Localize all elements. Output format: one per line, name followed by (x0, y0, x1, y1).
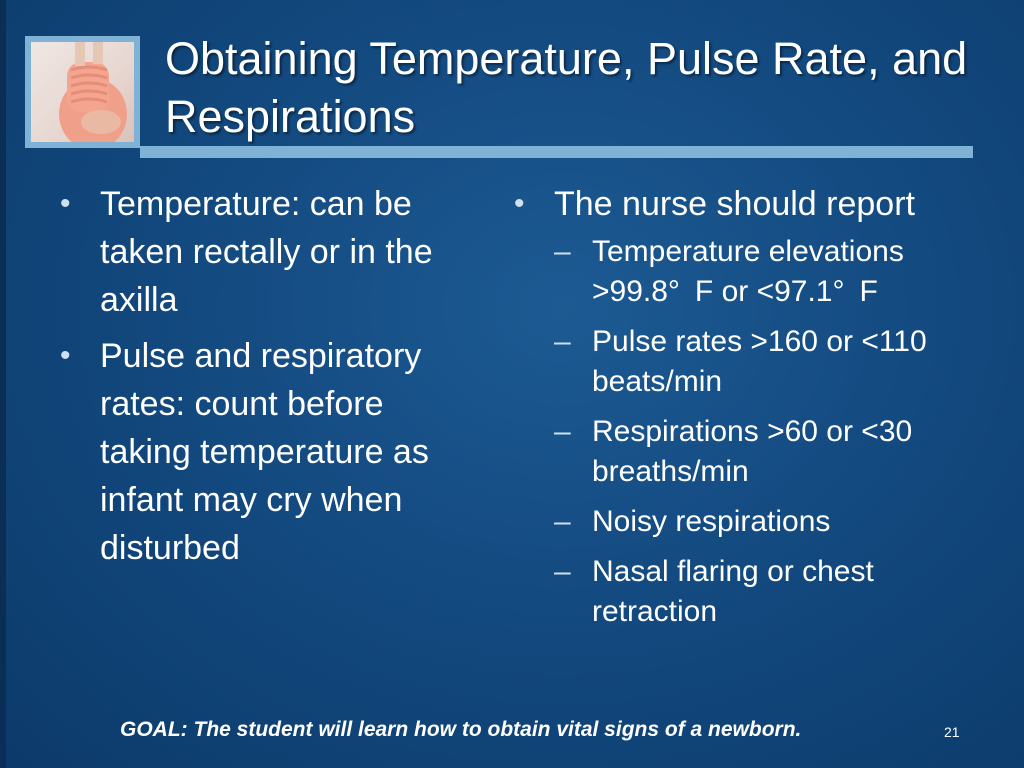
sub-item-text: Temperature elevations >99.8° F or <97.1… (592, 235, 904, 308)
sub-item-nasal: – Nasal flaring or chest retraction (554, 552, 994, 632)
bullet-text: Pulse and respiratory rates: count befor… (100, 337, 429, 567)
sub-item-text: Nasal flaring or chest retraction (592, 555, 874, 628)
dash-marker: – (554, 505, 571, 538)
sub-item-pulse: – Pulse rates >160 or <110 beats/min (554, 322, 994, 402)
dash-marker: – (554, 555, 571, 588)
page-number: 21 (944, 724, 960, 740)
slide-left-border (0, 0, 6, 768)
slide-title: Obtaining Temperature, Pulse Rate, and R… (165, 33, 968, 142)
bullet-marker: • (60, 339, 71, 372)
bullet-text: The nurse should report (554, 185, 915, 223)
right-bullet-list: • The nurse should report – Temperature … (514, 180, 994, 642)
pregnant-woman-photo-icon (31, 42, 134, 142)
bullet-nurse-report: • The nurse should report – Temperature … (514, 180, 994, 632)
goal-statement: GOAL: The student will learn how to obta… (120, 718, 802, 741)
sub-item-noisy: – Noisy respirations (554, 502, 994, 542)
sub-item-text: Noisy respirations (592, 505, 831, 538)
report-sub-list: – Temperature elevations >99.8° F or <97… (554, 232, 994, 632)
left-bullet-list: • Temperature: can be taken rectally or … (60, 180, 480, 580)
bullet-marker: • (514, 187, 525, 220)
dash-marker: – (554, 415, 571, 448)
bullet-pulse-respiratory: • Pulse and respiratory rates: count bef… (60, 332, 480, 572)
sub-item-text: Pulse rates >160 or <110 beats/min (592, 325, 927, 398)
title-underline (140, 146, 973, 158)
bullet-text: Temperature: can be taken rectally or in… (100, 185, 433, 319)
title-photo-frame (25, 36, 140, 148)
sub-item-temperature: – Temperature elevations >99.8° F or <97… (554, 232, 994, 312)
dash-marker: – (554, 325, 571, 358)
bullet-temperature: • Temperature: can be taken rectally or … (60, 180, 480, 324)
sub-item-respirations: – Respirations >60 or <30 breaths/min (554, 412, 994, 492)
photo-illustration (59, 42, 127, 142)
bullet-marker: • (60, 187, 71, 220)
sub-item-text: Respirations >60 or <30 breaths/min (592, 415, 913, 488)
dash-marker: – (554, 235, 571, 268)
